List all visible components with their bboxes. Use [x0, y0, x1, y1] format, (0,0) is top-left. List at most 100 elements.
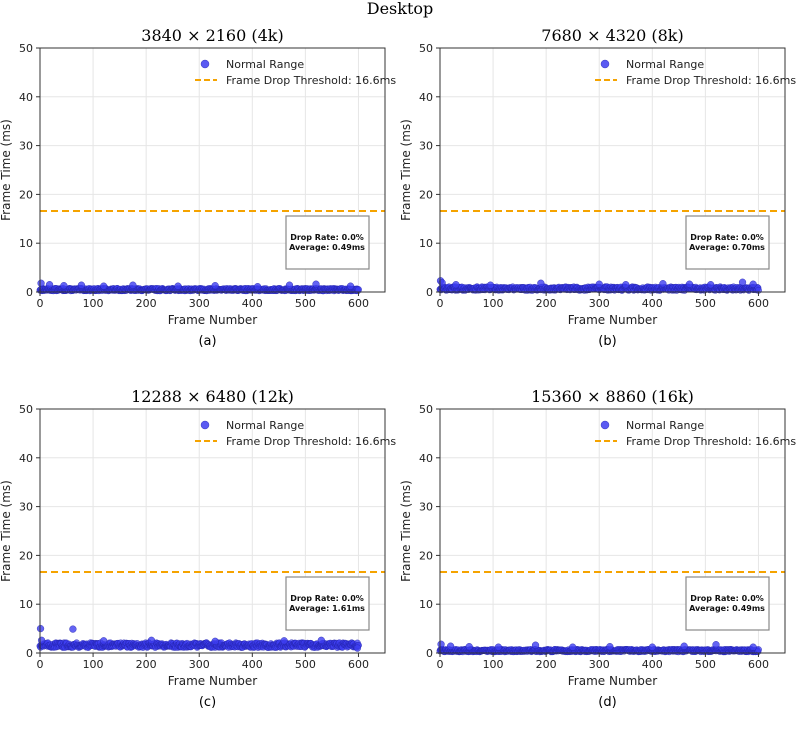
stats-drop-rate: Drop Rate: 0.0% — [290, 233, 364, 242]
data-point — [211, 282, 219, 290]
data-point — [211, 637, 219, 645]
data-point — [254, 283, 262, 291]
data-point — [174, 282, 182, 290]
chart-svg: 12288 × 6480 (12k) 0 100 200 300 400 500 600 0 10… — [0, 387, 396, 710]
data-point — [60, 282, 68, 290]
y-tick-label: 30 — [19, 501, 33, 514]
data-point — [285, 281, 294, 289]
legend-label-threshold: Frame Drop Threshold: 16.6ms — [226, 435, 396, 448]
y-tick-label: 40 — [419, 91, 433, 104]
legend-marker-normal — [200, 420, 210, 430]
data-point — [147, 636, 156, 644]
data-point — [100, 282, 108, 290]
x-tick-label: 500 — [695, 297, 716, 310]
x-tick-label: 300 — [189, 658, 210, 671]
data-point — [465, 643, 473, 651]
x-tick-label: 200 — [136, 658, 157, 671]
panel-sublabel: (b) — [598, 334, 616, 349]
plot-frame — [439, 408, 786, 654]
x-tick-label: 100 — [483, 658, 504, 671]
y-axis-label: Frame Time (ms) — [0, 119, 13, 221]
legend-label-threshold: Frame Drop Threshold: 16.6ms — [226, 74, 396, 87]
scatter-series — [36, 625, 362, 652]
y-tick-label: 0 — [426, 647, 433, 660]
x-axis-label: Frame Number — [568, 313, 657, 327]
legend: Normal Range Frame Drop Threshold: 16.6ms — [195, 58, 396, 87]
x-tick-label: 300 — [589, 658, 610, 671]
chart-panel-c: 12288 × 6480 (12k) 0 100 200 300 400 500 600 0 10… — [0, 385, 400, 741]
x-tick-label: 0 — [37, 658, 44, 671]
legend-marker-normal — [600, 420, 610, 430]
data-point — [437, 640, 445, 648]
legend: Normal Range Frame Drop Threshold: 16.6ms — [595, 419, 796, 448]
legend: Normal Range Frame Drop Threshold: 16.6ms — [595, 58, 796, 87]
y-axis-label: Frame Time (ms) — [0, 480, 13, 582]
data-point — [659, 280, 667, 288]
x-tick-label: 400 — [642, 658, 663, 671]
y-tick-label: 50 — [19, 403, 33, 416]
y-tick-label: 30 — [419, 501, 433, 514]
chart-svg: 15360 × 8860 (16k) 0 100 200 300 400 500 600 0 10… — [399, 387, 796, 710]
y-tick-label: 20 — [419, 188, 433, 201]
x-tick-label: 600 — [748, 658, 769, 671]
plot-frame — [439, 47, 786, 293]
y-tick-label: 20 — [19, 549, 33, 562]
x-tick-label: 600 — [348, 658, 369, 671]
data-point — [749, 643, 757, 651]
data-point — [569, 643, 577, 651]
y-tick-label: 30 — [19, 140, 33, 153]
data-point — [69, 625, 77, 633]
data-point — [648, 643, 656, 651]
data-point — [531, 641, 540, 649]
legend-label-normal: Normal Range — [626, 58, 704, 71]
x-tick-label: 500 — [695, 658, 716, 671]
stats-average: Average: 0.49ms — [689, 604, 765, 613]
x-axis-label: Frame Number — [168, 674, 257, 688]
y-tick-label: 0 — [426, 286, 433, 299]
legend-marker-normal — [200, 59, 210, 69]
y-tick-label: 50 — [419, 42, 433, 55]
data-point — [494, 643, 502, 651]
stats-box-frame — [285, 576, 370, 631]
y-tick-label: 20 — [419, 549, 433, 562]
x-tick-label: 100 — [83, 297, 104, 310]
plot-frame — [39, 47, 386, 293]
stats-box-frame — [285, 215, 370, 270]
data-point — [312, 280, 320, 288]
data-point — [37, 636, 46, 644]
legend-label-normal: Normal Range — [226, 58, 304, 71]
stats-average: Average: 1.61ms — [289, 604, 365, 613]
y-tick-label: 50 — [19, 42, 33, 55]
chart-svg: 3840 × 2160 (4k) 0 100 200 300 400 500 600 0 10 20… — [0, 26, 396, 349]
y-tick-label: 30 — [419, 140, 433, 153]
y-tick-label: 20 — [19, 188, 33, 201]
chart-title: 7680 × 4320 (8k) — [541, 26, 683, 45]
stats-box: Drop Rate: 0.0%Average: 0.70ms — [685, 215, 770, 270]
stats-box: Drop Rate: 0.0%Average: 0.49ms — [285, 215, 370, 270]
y-tick-label: 10 — [419, 237, 433, 250]
chart-title: 15360 × 8860 (16k) — [531, 387, 694, 406]
y-tick-label: 10 — [19, 237, 33, 250]
data-point — [129, 281, 137, 289]
x-tick-label: 600 — [748, 297, 769, 310]
x-tick-label: 0 — [37, 297, 44, 310]
legend: Normal Range Frame Drop Threshold: 16.6ms — [195, 419, 396, 448]
data-point — [680, 642, 688, 650]
x-tick-label: 300 — [189, 297, 210, 310]
y-tick-label: 10 — [19, 598, 33, 611]
x-tick-label: 500 — [295, 658, 316, 671]
stats-drop-rate: Drop Rate: 0.0% — [690, 594, 764, 603]
y-axis-label: Frame Time (ms) — [399, 480, 413, 582]
data-point — [45, 281, 54, 289]
legend-label-normal: Normal Range — [626, 419, 704, 432]
figure-title: Desktop — [366, 0, 434, 18]
stats-box-frame — [685, 215, 770, 270]
data-point — [100, 637, 108, 645]
data-point — [317, 636, 325, 644]
x-axis-label: Frame Number — [168, 313, 257, 327]
data-point — [749, 280, 757, 288]
stats-drop-rate: Drop Rate: 0.0% — [690, 233, 764, 242]
y-tick-label: 40 — [19, 91, 33, 104]
x-tick-label: 100 — [83, 658, 104, 671]
data-point — [685, 280, 694, 288]
